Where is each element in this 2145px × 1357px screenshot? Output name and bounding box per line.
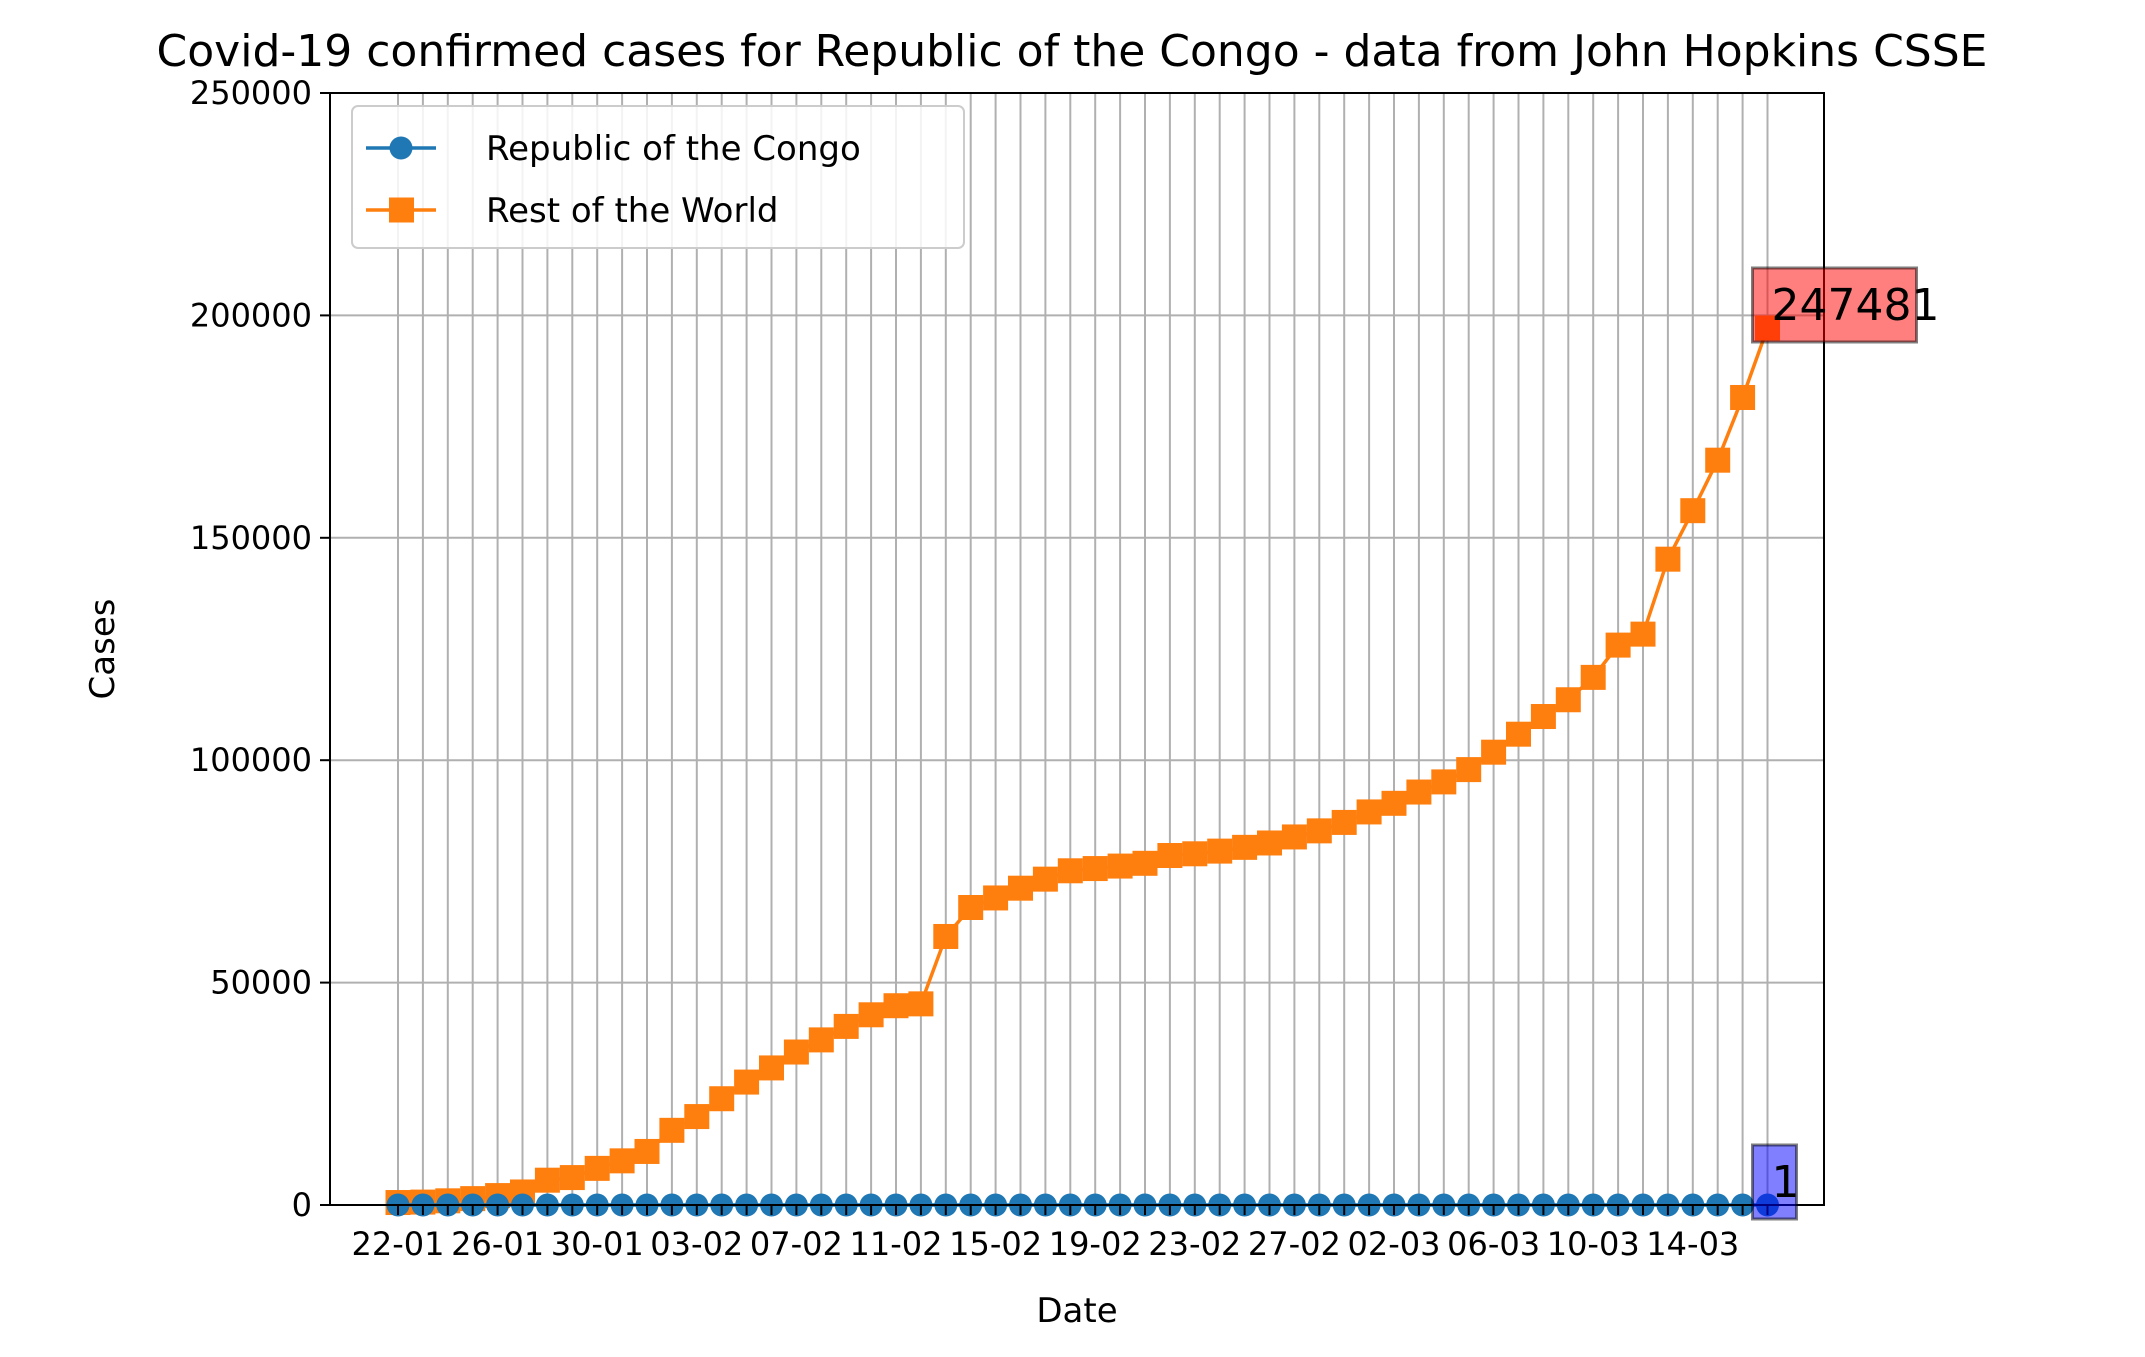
data-point: [1207, 838, 1233, 864]
data-point: [833, 1013, 859, 1039]
y-tick-label: 50000: [210, 964, 312, 1002]
data-point: [783, 1039, 809, 1065]
data-point: [1456, 757, 1482, 783]
legend-marker: [389, 197, 414, 223]
data-point: [1705, 447, 1731, 473]
data-point: [1232, 834, 1258, 860]
data-point: [1132, 850, 1158, 876]
y-tick-label: 250000: [190, 74, 312, 112]
data-point: [1082, 856, 1108, 882]
data-point: [584, 1155, 610, 1181]
y-axis: 0 50000 100000 150000 200000 250000: [190, 74, 330, 1224]
legend: Republic of the Congo Rest of the World: [351, 105, 965, 249]
x-tick-label: 10-03: [1547, 1225, 1640, 1263]
y-axis-label: Cases: [83, 599, 123, 700]
y-tick-label: 100000: [190, 741, 312, 779]
data-point: [734, 1069, 760, 1095]
grid: [330, 93, 1824, 1205]
value-annotation-box: [1751, 266, 1918, 344]
data-point: [1032, 866, 1058, 892]
y-tick-label: 0: [292, 1186, 312, 1224]
data-point: [1530, 704, 1556, 730]
data-point: [1431, 769, 1457, 795]
data-point: [1555, 687, 1581, 713]
data-point: [958, 894, 984, 920]
x-tick-label: 11-02: [850, 1225, 943, 1263]
data-point: [808, 1027, 834, 1053]
data-point: [1655, 546, 1681, 572]
data-point: [559, 1165, 585, 1191]
data-point: [609, 1148, 635, 1174]
data-point: [983, 885, 1009, 911]
data-point: [1157, 843, 1183, 869]
data-point: [858, 1002, 884, 1028]
legend-marker: [389, 136, 413, 160]
data-point: [1182, 841, 1208, 867]
x-axis-label: Date: [1036, 1291, 1117, 1331]
x-tick-label: 07-02: [750, 1225, 843, 1263]
x-tick-label: 26-01: [451, 1225, 544, 1263]
x-tick-label: 02-03: [1348, 1225, 1441, 1263]
data-point: [1281, 824, 1307, 850]
plot-frame: [329, 92, 1825, 1206]
data-point: [1057, 858, 1083, 884]
y-tick-label: 200000: [190, 296, 312, 334]
x-tick-label: 03-02: [650, 1225, 743, 1263]
x-tick-label: 22-01: [352, 1225, 445, 1263]
data-point: [1580, 664, 1606, 690]
data-point: [534, 1167, 560, 1193]
data-point: [1506, 721, 1531, 747]
legend-label: Rest of the World: [486, 191, 779, 231]
x-tick-label: 23-02: [1148, 1225, 1241, 1263]
x-tick-label: 14-03: [1646, 1225, 1739, 1263]
chart-title: Covid-19 confirmed cases for Republic of…: [157, 26, 1988, 77]
data-point: [659, 1117, 685, 1143]
data-point: [634, 1138, 660, 1164]
value-annotation: 1: [1772, 1157, 1800, 1208]
series-layer: [385, 315, 1780, 1217]
data-point: [1381, 790, 1407, 816]
y-tick-label: 150000: [190, 519, 312, 557]
x-tick-label: 27-02: [1248, 1225, 1341, 1263]
annotations: 247481 1: [1751, 266, 1940, 1221]
value-annotation: 247481: [1772, 280, 1940, 331]
x-tick-label: 19-02: [1049, 1225, 1142, 1263]
data-point: [1257, 830, 1282, 856]
data-point: [1306, 818, 1332, 844]
data-point: [1481, 739, 1507, 765]
legend-label: Republic of the Congo: [486, 129, 861, 169]
x-tick-label: 15-02: [949, 1225, 1042, 1263]
data-point: [684, 1104, 710, 1130]
data-point: [1406, 779, 1432, 805]
data-point: [908, 991, 934, 1017]
data-point: [1605, 632, 1631, 658]
data-point: [1107, 853, 1133, 879]
series-line: [397, 327, 1770, 1205]
x-tick-label: 06-03: [1447, 1225, 1540, 1263]
data-point: [1630, 621, 1656, 647]
x-axis: 22-01 26-01 30-01 03-02 07-02 11-02 15-02 19-02…: [352, 1205, 1769, 1263]
data-point: [1680, 498, 1706, 524]
value-annotation-box: [1751, 1143, 1798, 1221]
data-point: [1008, 875, 1033, 901]
legend-frame: [351, 105, 965, 249]
data-point: [709, 1086, 735, 1112]
data-point: [1730, 384, 1756, 410]
data-point: [1356, 799, 1382, 825]
x-tick-label: 30-01: [551, 1225, 644, 1263]
data-point: [759, 1055, 784, 1081]
data-point: [883, 993, 909, 1019]
data-point: [933, 923, 959, 949]
data-point: [1331, 809, 1357, 835]
